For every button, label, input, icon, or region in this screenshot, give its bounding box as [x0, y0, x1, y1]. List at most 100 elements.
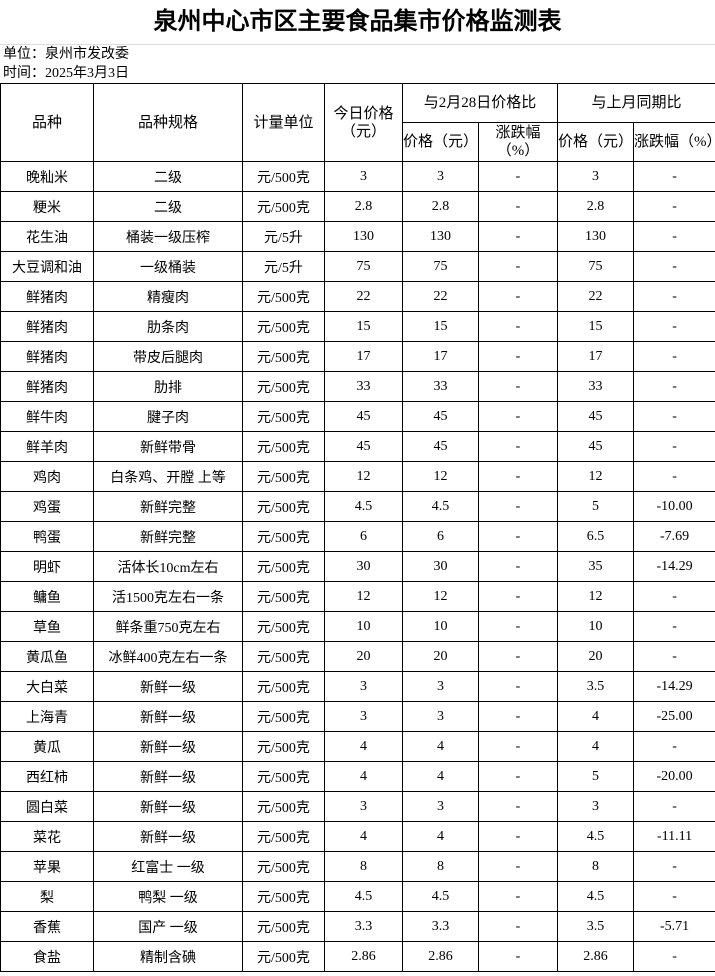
table-row: 鸡肉 白条鸡、开膛 上等 元/500克 12 12-12-: [0, 461, 715, 492]
cell-unit: 元/500克: [242, 881, 325, 912]
cell-month-price: 3.5: [557, 911, 635, 942]
cell-prev-price: 45: [402, 431, 479, 462]
cell-prev-price: 2.86: [402, 941, 479, 972]
cell-month-price: 45: [557, 401, 635, 432]
cell-month-price: 6.5: [557, 521, 635, 552]
cell-month-price: 12: [557, 461, 635, 492]
cell-today-price: 8: [324, 851, 403, 882]
cell-prev-change: -: [477, 911, 559, 942]
cell-spec: 二级: [93, 191, 243, 222]
cell-month-price: 10: [557, 611, 635, 642]
cell-month-change: -: [633, 401, 715, 432]
cell-variety: 食盐: [0, 941, 94, 972]
table-row: 黄瓜鱼 冰鲜400克左右一条 元/500克 20 20-20-: [0, 641, 715, 672]
header-change: 涨跌幅（%）: [633, 122, 715, 162]
cell-spec: 活体长10cm左右: [93, 551, 243, 582]
cell-month-change: -14.29: [633, 671, 715, 702]
cell-today-price: 3: [324, 701, 403, 732]
cell-spec: 国产 一级: [93, 911, 243, 942]
cell-spec: 冰鲜400克左右一条: [93, 641, 243, 672]
cell-prev-price: 3.3: [402, 911, 479, 942]
cell-today-price: 45: [324, 431, 403, 462]
cell-today-price: 2.8: [324, 191, 403, 222]
cell-spec: 新鲜带骨: [93, 431, 243, 462]
unit-line: 单位：泉州市发改委: [3, 47, 129, 62]
cell-spec: 精制含碘: [93, 941, 243, 972]
cell-today-price: 10: [324, 611, 403, 642]
cell-prev-change: -: [477, 251, 559, 282]
header-price: 价格（元）: [402, 122, 479, 162]
cell-prev-price: 4: [402, 731, 479, 762]
cell-variety: 苹果: [0, 851, 94, 882]
cell-variety: 鸡蛋: [0, 491, 94, 522]
header-variety: 品种: [0, 83, 94, 162]
cell-unit: 元/500克: [242, 821, 325, 852]
cell-prev-price: 3: [402, 701, 479, 732]
table-row: 鳙鱼 活1500克左右一条 元/500克 12 12-12-: [0, 581, 715, 612]
cell-variety: 鲜牛肉: [0, 401, 94, 432]
cell-month-price: 35: [557, 551, 635, 582]
cell-month-price: 2.86: [557, 941, 635, 972]
cell-month-price: 15: [557, 311, 635, 342]
cell-prev-price: 17: [402, 341, 479, 372]
cell-spec: 新鲜完整: [93, 521, 243, 552]
cell-today-price: 20: [324, 641, 403, 672]
cell-month-price: 45: [557, 431, 635, 462]
table-row: 黄瓜 新鲜一级 元/500克 4 4-4-: [0, 731, 715, 762]
cell-month-price: 3.5: [557, 671, 635, 702]
cell-prev-change: -: [477, 521, 559, 552]
table-row: 香蕉 国产 一级 元/500克 3.3 3.3-3.5 -5.71: [0, 911, 715, 942]
cell-variety: 黄瓜: [0, 731, 94, 762]
table-row: 草鱼 鲜条重750克左右 元/500克 10 10-10-: [0, 611, 715, 642]
cell-spec: 腱子肉: [93, 401, 243, 432]
cell-variety: 大豆调和油: [0, 251, 94, 282]
cell-variety: 香蕉: [0, 911, 94, 942]
cell-variety: 西红柿: [0, 761, 94, 792]
cell-spec: 带皮后腿肉: [93, 341, 243, 372]
cell-prev-price: 33: [402, 371, 479, 402]
cell-prev-price: 10: [402, 611, 479, 642]
cell-today-price: 3: [324, 161, 403, 192]
table-row: 菜花 新鲜一级 元/500克 4 4-4.5 -11.11: [0, 821, 715, 852]
cell-today-price: 45: [324, 401, 403, 432]
cell-spec: 新鲜一级: [93, 731, 243, 762]
cell-prev-price: 6: [402, 521, 479, 552]
cell-unit: 元/500克: [242, 191, 325, 222]
cell-unit: 元/500克: [242, 551, 325, 582]
cell-prev-price: 20: [402, 641, 479, 672]
table-row: 鲜猪肉 肋排 元/500克 33 33-33-: [0, 371, 715, 402]
cell-month-change: -: [633, 161, 715, 192]
cell-variety: 黄瓜鱼: [0, 641, 94, 672]
cell-month-change: -: [633, 221, 715, 252]
cell-month-change: -: [633, 191, 715, 222]
table-row: 鲜猪肉 肋条肉 元/500克 15 15-15-: [0, 311, 715, 342]
page-title: 泉州中心市区主要食品集市价格监测表: [0, 0, 715, 45]
cell-today-price: 12: [324, 581, 403, 612]
cell-spec: 新鲜完整: [93, 491, 243, 522]
cell-today-price: 33: [324, 371, 403, 402]
cell-month-change: -: [633, 941, 715, 972]
cell-today-price: 75: [324, 251, 403, 282]
table-row: 西红柿 新鲜一级 元/500克 4 4-5 -20.00: [0, 761, 715, 792]
cell-month-change: -: [633, 641, 715, 672]
cell-month-change: -: [633, 881, 715, 912]
cell-prev-change: -: [477, 191, 559, 222]
cell-variety: 大白菜: [0, 671, 94, 702]
cell-month-price: 2.8: [557, 191, 635, 222]
cell-prev-change: -: [477, 581, 559, 612]
cell-month-change: -: [633, 791, 715, 822]
cell-unit: 元/5升: [242, 251, 325, 282]
cell-today-price: 2.86: [324, 941, 403, 972]
cell-month-price: 8: [557, 851, 635, 882]
cell-prev-price: 3: [402, 671, 479, 702]
cell-month-price: 130: [557, 221, 635, 252]
header-change: 涨跌幅（%）: [477, 122, 559, 162]
cell-unit: 元/500克: [242, 761, 325, 792]
cell-month-price: 4.5: [557, 881, 635, 912]
cell-month-price: 5: [557, 491, 635, 522]
cell-prev-change: -: [477, 821, 559, 852]
cell-month-price: 22: [557, 281, 635, 312]
cell-prev-price: 12: [402, 461, 479, 492]
cell-variety: 鲜猪肉: [0, 341, 94, 372]
cell-unit: 元/500克: [242, 731, 325, 762]
